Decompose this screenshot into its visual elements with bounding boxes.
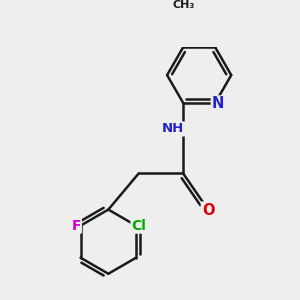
Text: CH₃: CH₃ (172, 0, 194, 10)
Text: NH: NH (162, 122, 184, 136)
Text: F: F (71, 219, 81, 232)
Text: O: O (202, 202, 214, 217)
Text: N: N (212, 97, 224, 112)
Text: Cl: Cl (131, 219, 146, 232)
